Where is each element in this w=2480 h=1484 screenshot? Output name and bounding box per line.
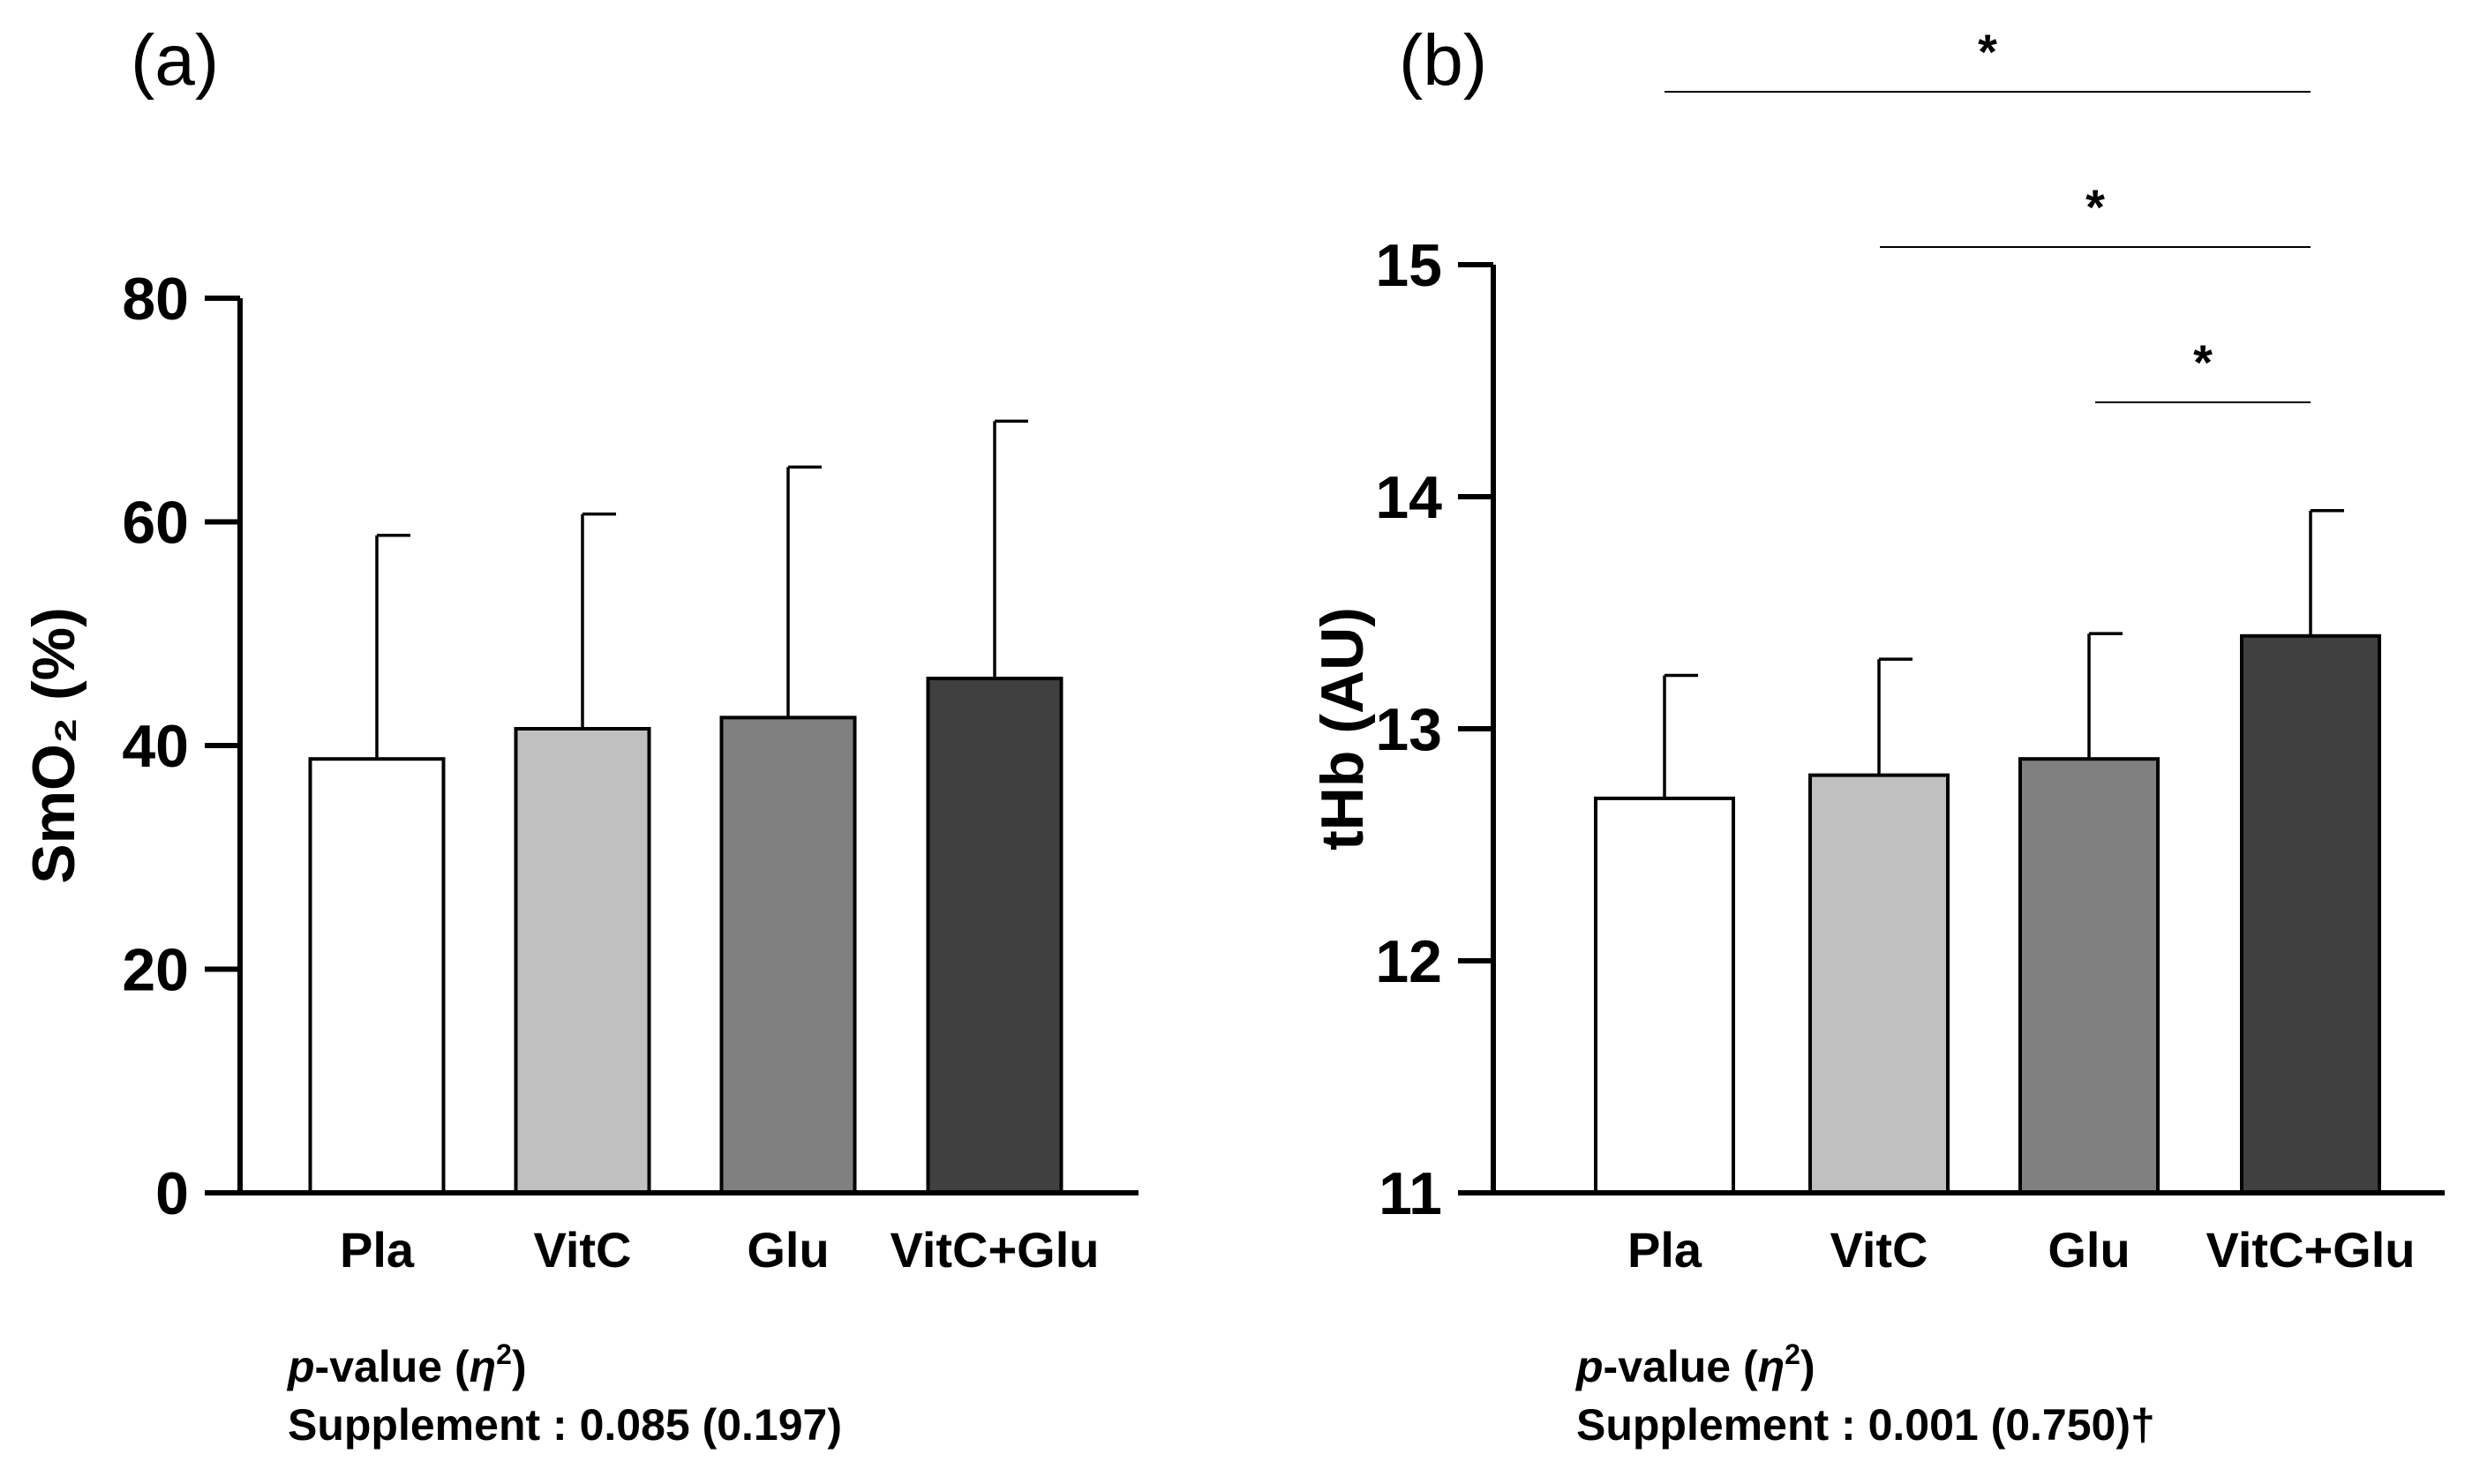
y-tick-label: 80 bbox=[122, 266, 189, 333]
y-tick-label: 12 bbox=[1375, 928, 1442, 995]
stats-panel-a: p-value (η2) Supplement : 0.085 (0.197) bbox=[288, 1338, 842, 1454]
bar-pla bbox=[308, 757, 446, 1195]
y-tick-label: 40 bbox=[122, 713, 189, 780]
bar-vitc-glu bbox=[926, 676, 1063, 1195]
y-tick-label: 60 bbox=[122, 490, 189, 557]
x-tick-label: VitC+Glu bbox=[890, 1222, 1099, 1278]
bar-vitc bbox=[514, 726, 651, 1195]
panel-label-a: (a) bbox=[131, 20, 219, 101]
x-tick-label: Pla bbox=[340, 1222, 415, 1278]
chart-panel-b: (b) Pla VitC Glu VitC+Glu 11 12 13 14 15 tHb (AU) *… bbox=[1309, 20, 2445, 1278]
y-tick-label: 11 bbox=[1379, 1160, 1442, 1227]
bar-pla bbox=[1594, 796, 1735, 1195]
chart-panel-a: (a) Pla VitC Glu VitC+Glu 0 20 40 60 80 SmO₂ (%) bbox=[20, 20, 1139, 1278]
stats-heading-b: p-value (η2) bbox=[1576, 1338, 1815, 1391]
significance-star-2: * bbox=[2085, 179, 2105, 235]
x-tick-label: Pla bbox=[1627, 1222, 1702, 1278]
stats-heading-a: p-value (η2) bbox=[288, 1338, 527, 1391]
significance-star-3: * bbox=[2193, 334, 2213, 390]
x-tick-label: VitC+Glu bbox=[2206, 1222, 2415, 1278]
y-axis-label: SmO₂ (%) bbox=[20, 607, 87, 884]
bar-vitc bbox=[1808, 773, 1950, 1195]
x-tick-label: VitC bbox=[1830, 1222, 1928, 1278]
y-axis-label: tHb (AU) bbox=[1309, 607, 1376, 851]
stats-panel-b: p-value (η2) Supplement : 0.001 (0.750)† bbox=[1576, 1338, 2155, 1454]
x-tick-label: VitC bbox=[534, 1222, 632, 1278]
y-tick-label: 13 bbox=[1375, 696, 1442, 763]
bar-vitc-glu bbox=[2240, 633, 2381, 1195]
y-tick-label: 20 bbox=[122, 937, 189, 1004]
bar-glu bbox=[2018, 757, 2160, 1195]
y-tick-label: 15 bbox=[1375, 232, 1442, 299]
y-tick-label: 0 bbox=[155, 1160, 189, 1227]
x-tick-label: Glu bbox=[747, 1222, 829, 1278]
significance-star-1: * bbox=[1978, 24, 1997, 79]
x-tick-label: Glu bbox=[2048, 1222, 2130, 1278]
stats-result-a: Supplement : 0.085 (0.197) bbox=[288, 1400, 843, 1450]
bar-glu bbox=[719, 716, 857, 1195]
stats-result-b: Supplement : 0.001 (0.750)† bbox=[1576, 1400, 2155, 1450]
panel-label-b: (b) bbox=[1399, 20, 1487, 101]
y-tick-label: 14 bbox=[1375, 464, 1442, 531]
